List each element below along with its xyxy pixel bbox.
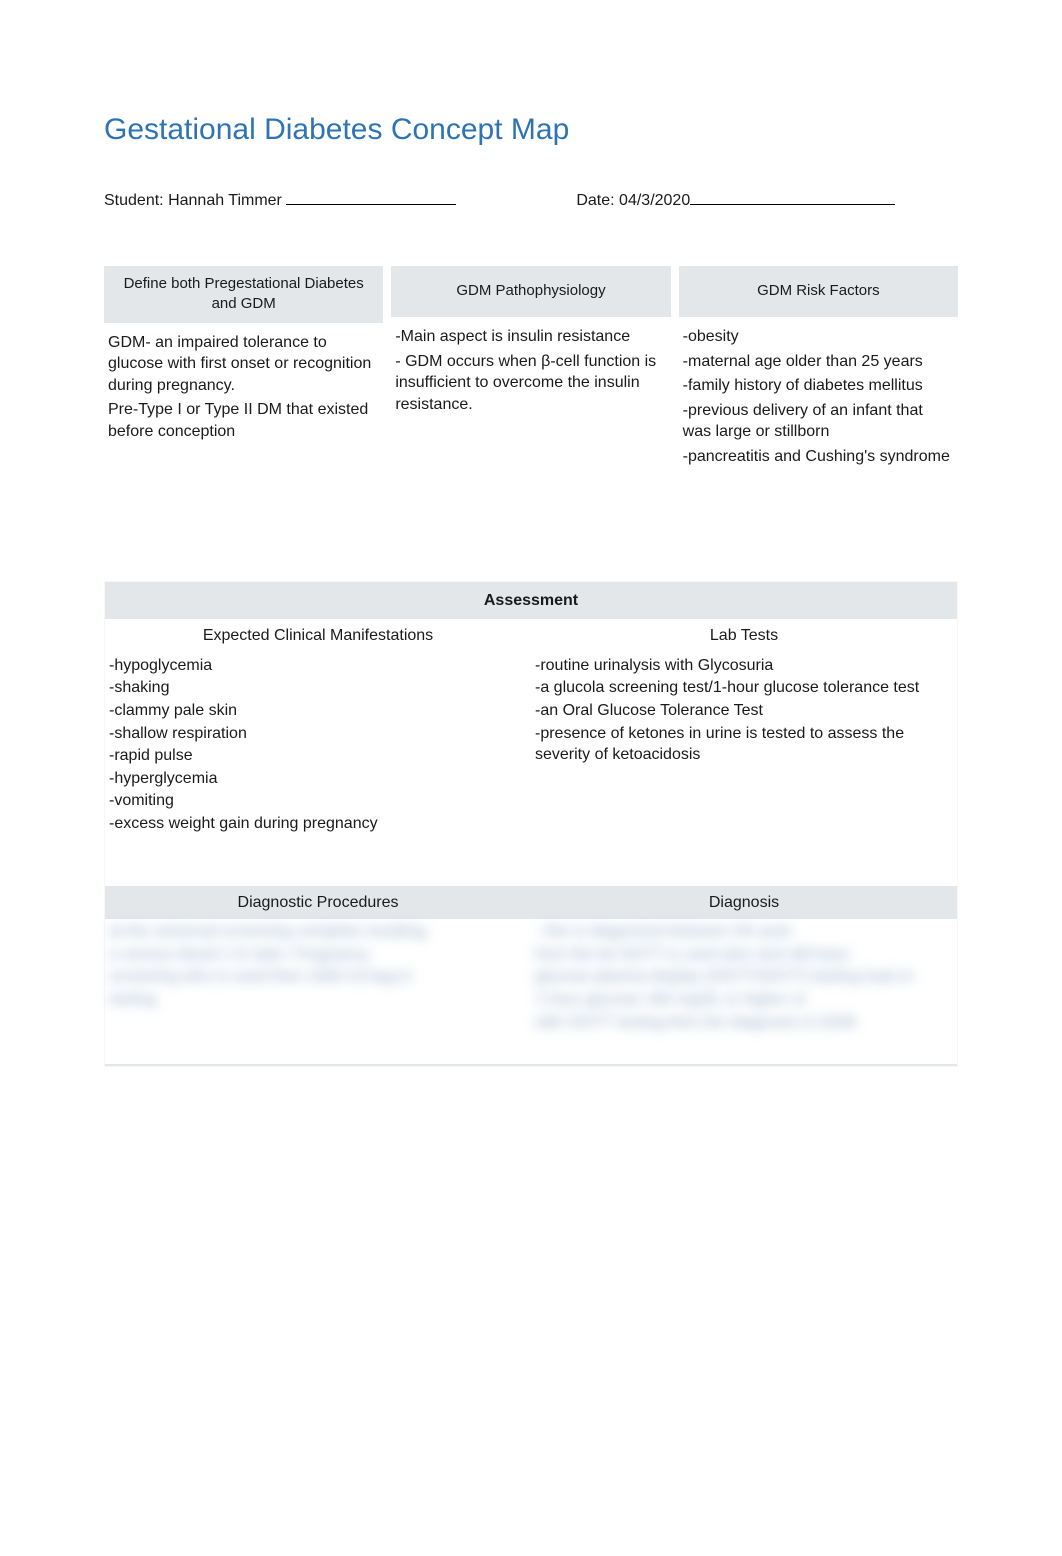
text-line: -routine urinalysis with Glycosuria (535, 655, 949, 677)
diagproc-body: at the universal screening complete resu… (105, 919, 531, 1041)
text-line: - GDM occurs when β-cell function is ins… (395, 351, 662, 416)
col-define-body: GDM- an impaired tolerance to glucose wi… (104, 326, 383, 486)
student-field: Student: Hannah Timmer (104, 189, 456, 212)
page-title: Gestational Diabetes Concept Map (104, 110, 958, 151)
clinical-manifestations: Expected Clinical Manifestations -hypogl… (105, 619, 531, 885)
col-define: Define both Pregestational Diabetes and … (104, 266, 383, 511)
text-line: -a glucola screening test/1-hour glucose… (535, 677, 949, 699)
text-line: -obesity (683, 326, 950, 348)
clinical-header: Expected Clinical Manifestations (105, 619, 531, 653)
text-line: from the kit OGTT is used also and still… (535, 944, 949, 966)
col-patho-header: GDM Pathophysiology (391, 266, 670, 320)
assessment-row-1: Expected Clinical Manifestations -hypogl… (105, 619, 957, 885)
student-label: Student: (104, 192, 164, 209)
date-underline (690, 189, 895, 205)
meta-row: Student: Hannah Timmer Date: 04/3/2020 (104, 189, 958, 212)
bottom-divider (105, 1064, 957, 1066)
text-line: -an Oral Glucose Tolerance Test (535, 700, 949, 722)
diagnosis-header: Diagnosis (531, 886, 957, 920)
text-line: Pre-Type I or Type II DM that existed be… (108, 399, 375, 442)
diagproc-header: Diagnostic Procedures (105, 886, 531, 920)
text-line: -Main aspect is insulin resistance (395, 326, 662, 348)
text-line: -clammy pale skin (109, 700, 523, 722)
col-risk: GDM Risk Factors -obesity -maternal age … (679, 266, 958, 511)
text-line: -shallow respiration (109, 723, 523, 745)
date-value: 04/3/2020 (619, 192, 690, 209)
student-name: Hannah Timmer (168, 192, 282, 209)
col-risk-body: -obesity -maternal age older than 25 yea… (679, 320, 958, 511)
assessment-row-2: Diagnostic Procedures at the universal s… (105, 886, 957, 1065)
text-line: GDM- an impaired tolerance to glucose wi… (108, 332, 375, 397)
col-patho: GDM Pathophysiology -Main aspect is insu… (391, 266, 670, 511)
text-line: - this is diagnosed between 2hr post (535, 921, 949, 943)
text-line: -previous delivery of an infant that was… (683, 400, 950, 443)
text-line: -presence of ketones in urine is tested … (535, 723, 949, 766)
assessment-title: Assessment (105, 582, 957, 620)
text-line: screening who is used then 1000 ml bag i… (109, 966, 523, 988)
col-patho-body: -Main aspect is insulin resistance - GDM… (391, 320, 670, 458)
clinical-body: -hypoglycemia -shaking -clammy pale skin… (105, 653, 531, 886)
text-line: -shaking (109, 677, 523, 699)
text-line: at the universal screening complete resu… (109, 921, 523, 943)
date-field: Date: 04/3/2020 (576, 189, 895, 212)
definitions-row: Define both Pregestational Diabetes and … (104, 266, 958, 511)
text-line: -pancreatitis and Cushing's syndrome (683, 446, 950, 468)
text-line: -hypoglycemia (109, 655, 523, 677)
date-label: Date: (576, 192, 614, 209)
assessment-block: Assessment Expected Clinical Manifestati… (104, 581, 958, 1068)
labtests-header: Lab Tests (531, 619, 957, 653)
col-define-header: Define both Pregestational Diabetes and … (104, 266, 383, 326)
diagnosis-body: - this is diagnosed between 2hr post fro… (531, 919, 957, 1064)
diagnosis: Diagnosis - this is diagnosed between 2h… (531, 886, 957, 1065)
student-underline (286, 189, 456, 205)
text-line: testing (109, 989, 523, 1011)
text-line: -hyperglycemia (109, 768, 523, 790)
diagnostic-procedures: Diagnostic Procedures at the universal s… (105, 886, 531, 1065)
text-line: -excess weight gain during pregnancy (109, 813, 523, 835)
text-line: -maternal age older than 25 years (683, 351, 950, 373)
text-line: -rapid pulse (109, 745, 523, 767)
text-line: a venous blood 1 hr later. Pregnancy (109, 944, 523, 966)
text-line: 1-hour glucose 180 mg/dL or higher or (535, 989, 949, 1011)
text-line: -vomiting (109, 790, 523, 812)
lab-tests: Lab Tests -routine urinalysis with Glyco… (531, 619, 957, 885)
labtests-body: -routine urinalysis with Glycosuria -a g… (531, 653, 957, 817)
text-line: with OGTT testing then the diagnosis is … (535, 1012, 949, 1034)
text-line: glucose plasma display (OGTT/OGTT) fasti… (535, 966, 949, 988)
col-risk-header: GDM Risk Factors (679, 266, 958, 320)
text-line: -family history of diabetes mellitus (683, 375, 950, 397)
